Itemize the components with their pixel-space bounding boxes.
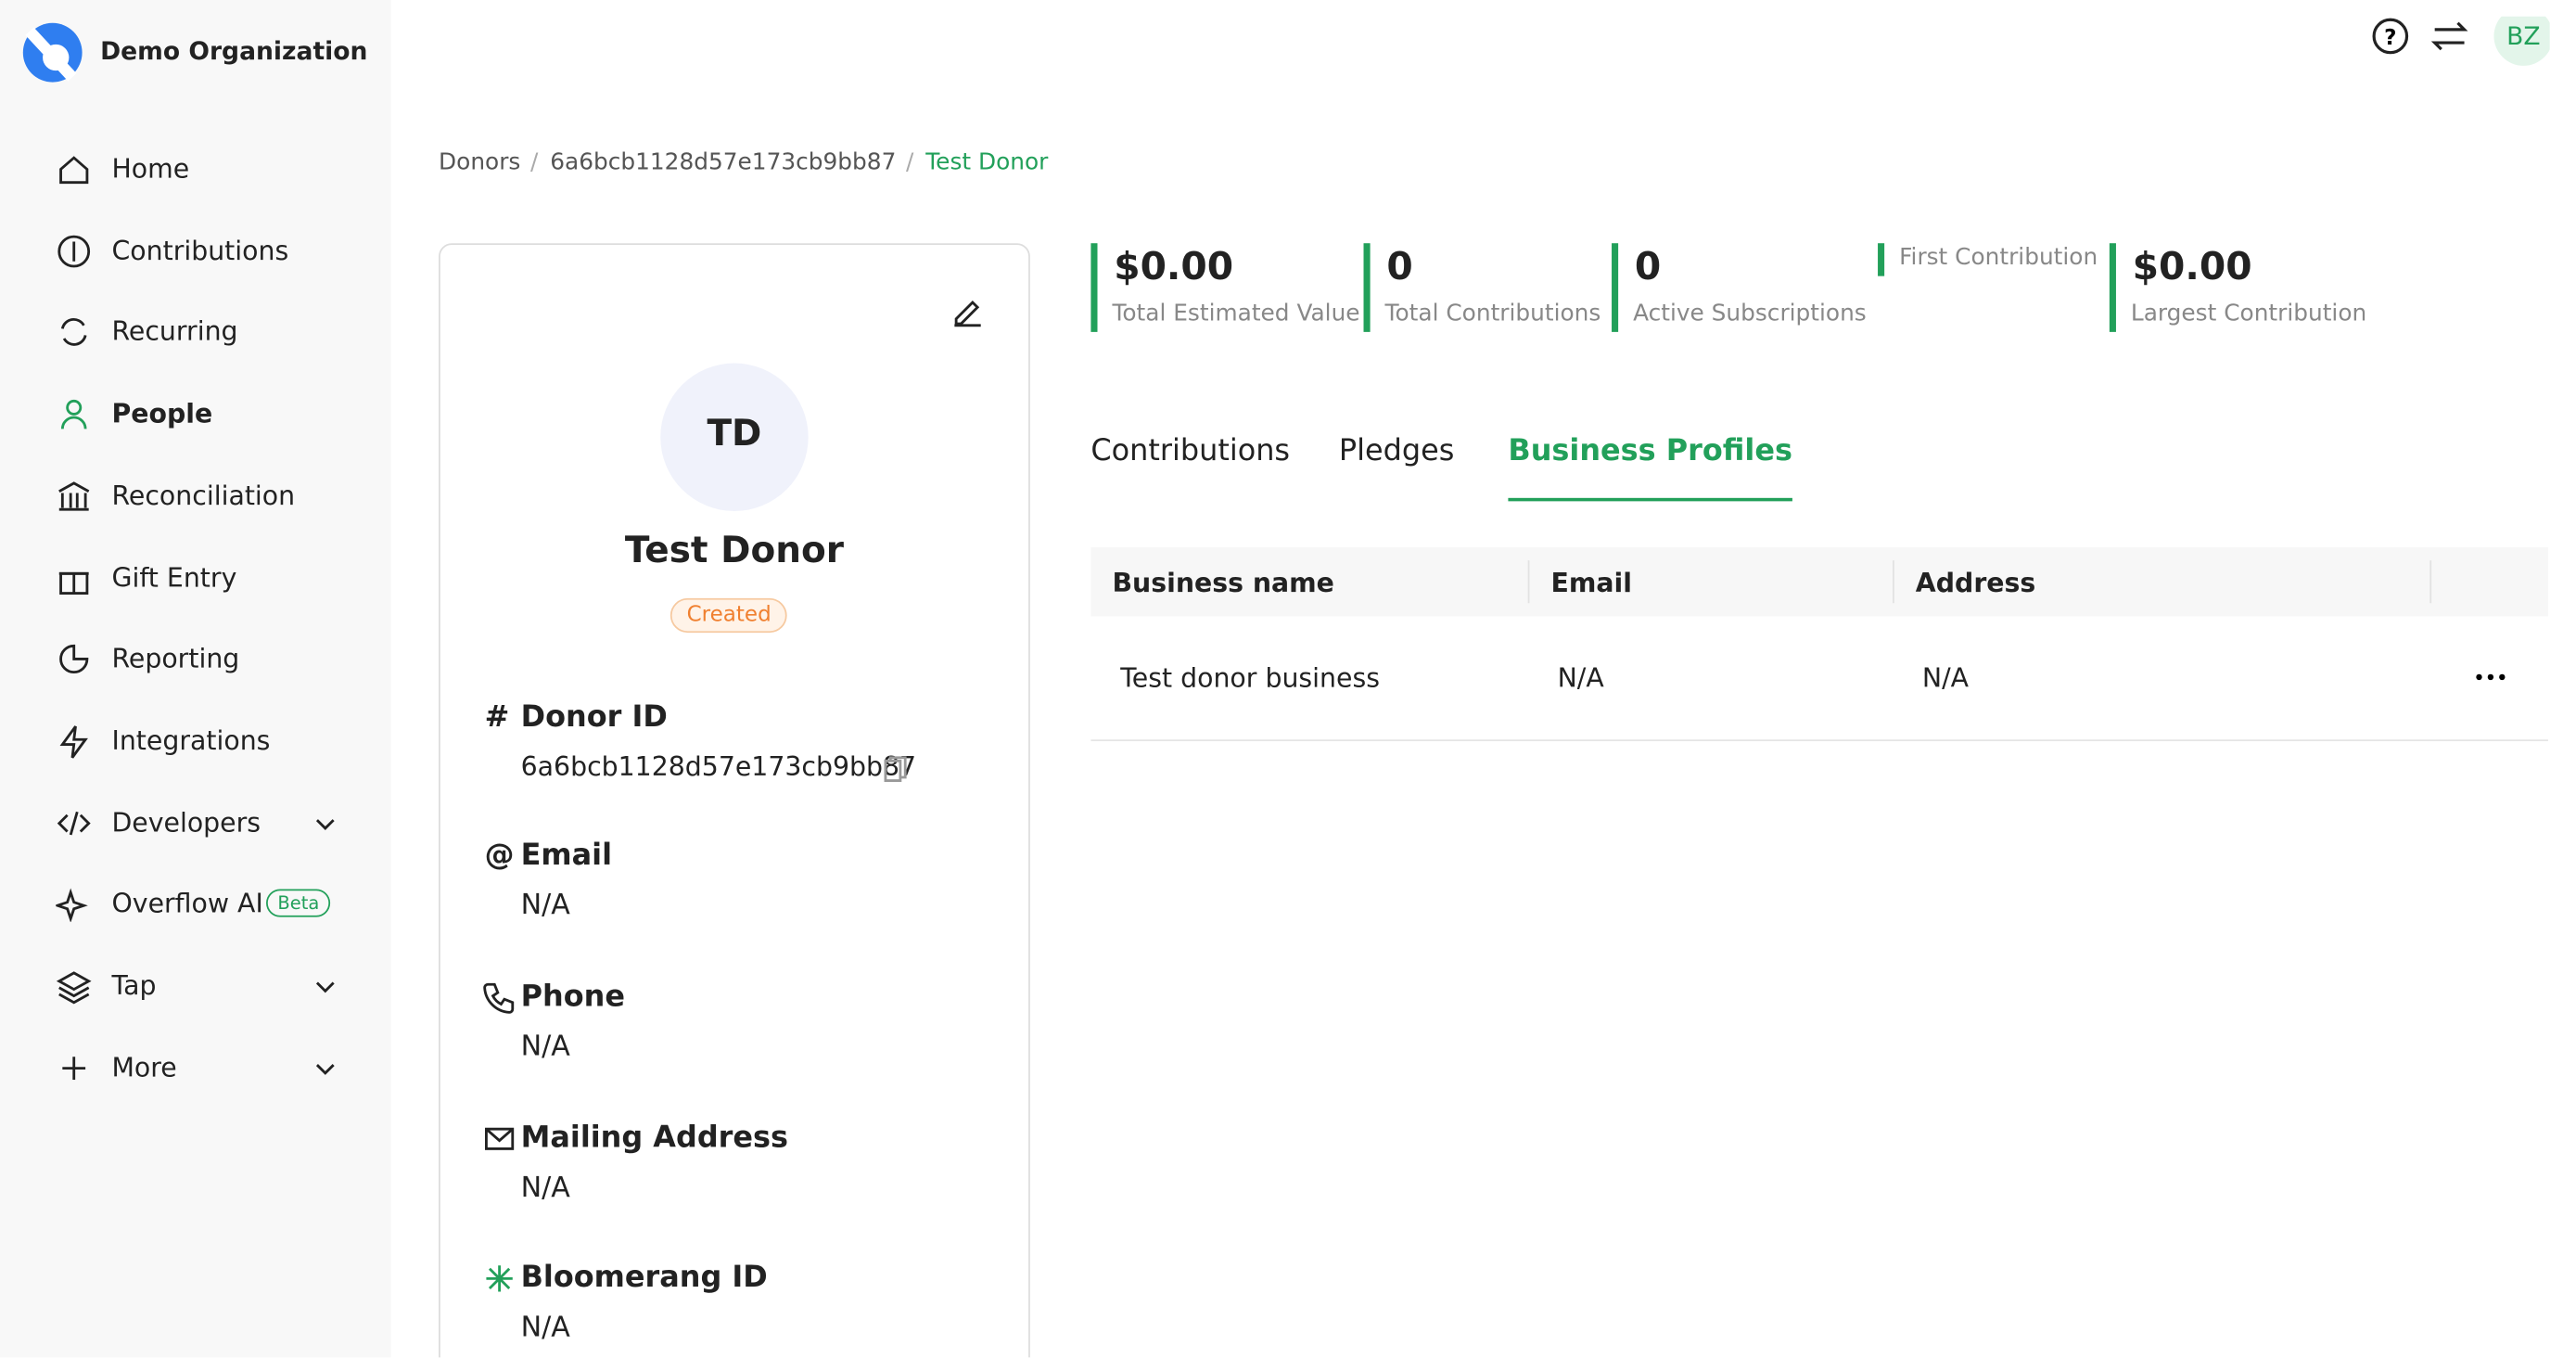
nav-item[interactable]: Reconciliation — [111, 479, 296, 511]
tab[interactable]: Contributions — [1090, 433, 1291, 468]
nav-icon — [56, 396, 92, 432]
nav-icon — [56, 478, 92, 514]
stat-bar — [2109, 243, 2116, 332]
nav-icon — [53, 886, 92, 924]
field-label: Donor ID — [520, 699, 668, 735]
table-cell: N/A — [1557, 661, 1604, 694]
chevron — [307, 968, 343, 1005]
field-icon — [481, 980, 517, 1016]
tab-underline — [1090, 499, 1753, 504]
field-label: Phone — [520, 979, 625, 1015]
field-value: N/A — [520, 1172, 570, 1205]
beta-badge: Beta — [266, 890, 331, 918]
nav-icon — [56, 723, 92, 759]
nav-icon — [56, 151, 92, 187]
donor-avatar — [660, 363, 809, 511]
field-icon: # — [484, 699, 510, 735]
row-menu[interactable] — [2472, 658, 2508, 694]
field-label: Bloomerang ID — [520, 1260, 768, 1296]
table-cell: N/A — [1921, 661, 1970, 694]
donor-card — [439, 243, 1030, 1358]
column-header: Address — [1915, 567, 2036, 598]
nav-item[interactable]: Integrations — [111, 724, 271, 756]
nav-icon — [56, 968, 92, 1005]
logo — [22, 22, 83, 83]
field-icon — [481, 1121, 517, 1157]
nav-item[interactable]: Gift Entry — [111, 561, 237, 593]
stat-label: Total Contributions — [1384, 301, 1601, 327]
nav-icon — [56, 559, 92, 596]
donor-initials: TD — [707, 414, 762, 455]
nav-item[interactable]: Developers — [111, 806, 261, 838]
stat-value: 0 — [1386, 246, 1413, 289]
field-value: 6a6bcb1128d57e173cb9bb87 — [520, 750, 917, 783]
tab-underline — [1508, 497, 1792, 502]
nav-icon — [56, 641, 92, 677]
user-avatar[interactable]: BZ — [2506, 21, 2541, 51]
field-label: Email — [520, 838, 613, 873]
nav-item[interactable]: More — [111, 1051, 177, 1083]
nav-item[interactable]: Overflow AI — [111, 888, 263, 919]
nav-item[interactable]: Contributions — [111, 234, 289, 266]
sidebar — [0, 0, 391, 1358]
chevron — [307, 804, 343, 840]
stat-bar — [1878, 243, 1885, 276]
edit-icon[interactable] — [950, 294, 986, 330]
field-value: N/A — [520, 1030, 570, 1064]
breadcrumb-item[interactable]: 6a6bcb1128d57e173cb9bb87 — [550, 149, 897, 176]
field-value: N/A — [520, 889, 570, 922]
stat-value: $0.00 — [2132, 246, 2252, 289]
stat-label: Total Estimated Value — [1112, 301, 1360, 327]
stat-label: Largest Contribution — [2130, 301, 2367, 327]
stat-bar — [1612, 243, 1619, 332]
nav-item[interactable]: People — [111, 397, 213, 429]
tab[interactable]: Pledges — [1338, 433, 1455, 468]
field-icon — [481, 1261, 517, 1297]
row-border — [1090, 739, 2548, 742]
nav-item[interactable]: Recurring — [111, 315, 238, 348]
column-divider — [1527, 560, 1530, 604]
breadcrumb-sep: / — [529, 149, 539, 176]
nav-icon — [56, 314, 92, 351]
stat-label: Active Subscriptions — [1633, 301, 1867, 327]
stat-value: 0 — [1634, 246, 1662, 289]
nav-item[interactable]: Tap — [111, 969, 157, 1001]
stat-label: First Contribution — [1899, 244, 2098, 272]
svg-text:?: ? — [2384, 26, 2396, 50]
breadcrumb-item: Test Donor — [925, 149, 1049, 176]
nav-icon — [56, 233, 92, 269]
field-label: Mailing Address — [520, 1121, 788, 1156]
chevron — [307, 1050, 343, 1086]
copy-icon — [879, 752, 915, 788]
tab[interactable]: Business Profiles — [1508, 433, 1792, 468]
donor-name: Test Donor — [624, 531, 845, 572]
stat-value: $0.00 — [1114, 246, 1234, 289]
top-icons: ? — [2372, 16, 2550, 66]
status-badge: Created — [670, 597, 788, 634]
org-name: Demo Organization — [100, 35, 368, 66]
column-header: Email — [1550, 567, 1632, 598]
breadcrumb-sep: / — [905, 149, 914, 176]
column-divider — [1892, 560, 1894, 604]
field-icon: @ — [484, 838, 515, 873]
table-header — [1090, 546, 2548, 617]
table-cell: Test donor business — [1120, 661, 1381, 694]
column-header: Business name — [1112, 567, 1334, 598]
nav-item[interactable]: Home — [111, 152, 190, 185]
nav-item[interactable]: Reporting — [111, 643, 240, 674]
nav-icon — [56, 804, 92, 840]
stat-bar — [1090, 243, 1098, 332]
breadcrumb-item[interactable]: Donors — [439, 149, 521, 176]
nav-icon — [56, 1050, 92, 1086]
field-value: N/A — [520, 1311, 570, 1345]
stat-bar — [1363, 243, 1371, 332]
column-divider — [2429, 560, 2432, 604]
